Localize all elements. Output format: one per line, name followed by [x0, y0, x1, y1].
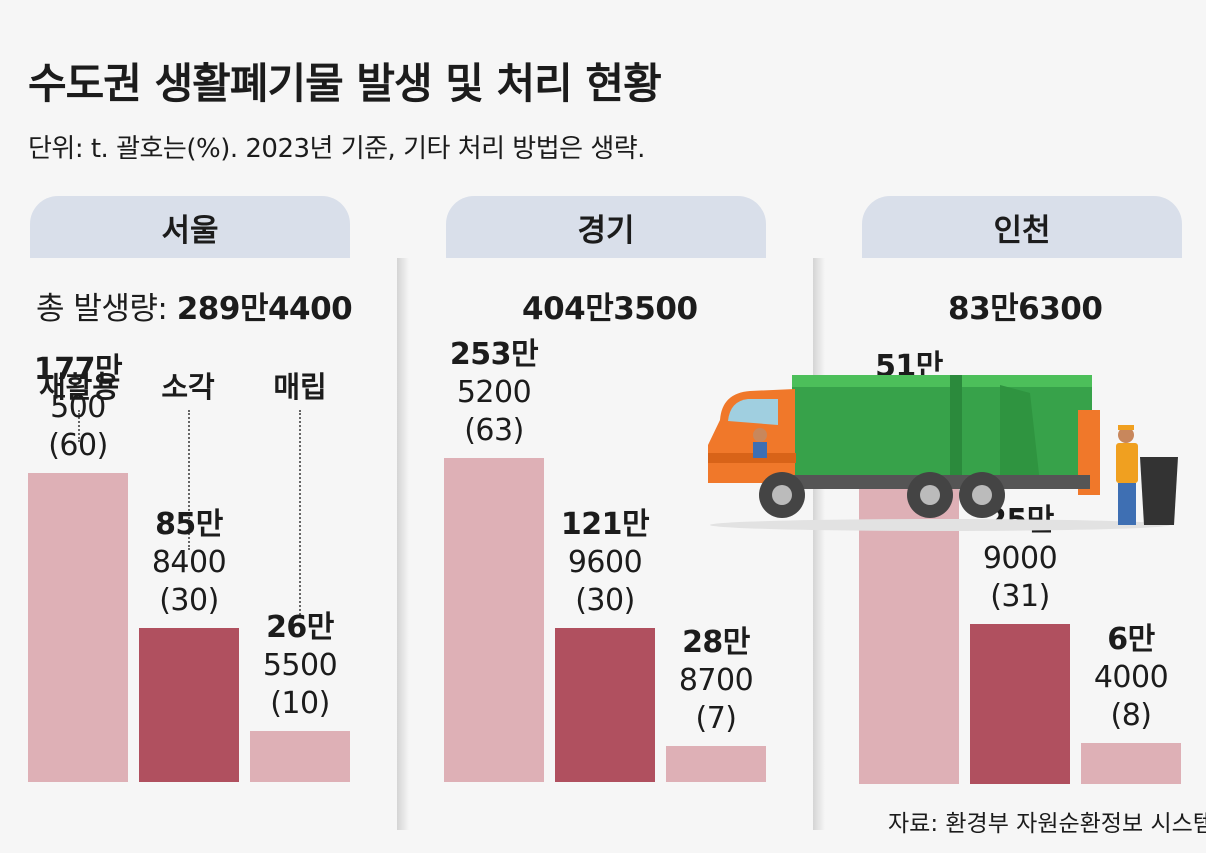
value-percent: (8): [1110, 697, 1153, 733]
bar-value-label: 253만 5200 (63): [434, 336, 554, 450]
value-line-2: 500: [50, 390, 106, 425]
category-leader-line: [78, 410, 80, 442]
bar-recycle: [28, 473, 128, 782]
category-leader-line: [299, 410, 301, 615]
value-line-1: 177만: [33, 352, 123, 387]
total-value: 404만3500: [522, 291, 698, 327]
region-header-seoul: 서울: [30, 196, 350, 258]
value-percent: (10): [270, 685, 330, 721]
value-line-1: 26만: [266, 609, 334, 645]
bar-incinerate: [139, 627, 239, 782]
value-line-1: 121만: [560, 506, 650, 542]
value-percent: (30): [159, 582, 219, 618]
bar-landfill: [1081, 742, 1181, 784]
garbage-truck-icon: [708, 375, 1178, 531]
value-line-2: 9600: [567, 544, 643, 580]
column-divider: [397, 258, 409, 830]
bar-value-label: 121만 9600 (30): [545, 506, 665, 620]
category-label-incinerate: 소각: [161, 370, 215, 404]
bar-incinerate: [970, 624, 1070, 784]
total-gyeonggi: 404만3500: [522, 283, 698, 328]
total-prefix: 총 발생량:: [36, 291, 177, 327]
total-seoul: 총 발생량: 289만4400: [36, 283, 353, 328]
value-percent: (63): [464, 412, 524, 448]
value-line-1: 253만: [449, 336, 539, 372]
value-percent: (31): [990, 579, 1050, 615]
value-line-2: 9000: [982, 541, 1058, 577]
bar-landfill: [250, 730, 350, 782]
value-line-2: 8400: [151, 544, 227, 580]
value-percent: (7): [695, 700, 738, 736]
value-percent: (30): [575, 582, 635, 618]
chart-title: 수도권 생활폐기물 발생 및 처리 현황: [28, 59, 662, 108]
source-note: 자료: 환경부 자원순환정보 시스템: [888, 811, 1206, 837]
bar-value-label: 85만 8400 (30): [129, 506, 249, 620]
value-line-2: 5500: [262, 647, 338, 683]
total-incheon: 83만6300: [948, 283, 1103, 328]
bar-landfill: [666, 745, 766, 782]
value-percent: (60): [48, 428, 108, 463]
chart-subtitle: 단위: t. 괄호는(%). 2023년 기준, 기타 처리 방법은 생략.: [28, 134, 645, 164]
category-leader-line: [188, 410, 190, 550]
value-line-1: 28만: [682, 624, 750, 660]
value-line-1: 85만: [155, 506, 223, 542]
bar-value-label: 6만 4000 (8): [1071, 621, 1191, 735]
column-divider: [813, 258, 825, 830]
value-line-2: 8700: [678, 662, 754, 698]
category-label-landfill: 매립: [273, 370, 327, 404]
total-value: 83만6300: [948, 291, 1103, 327]
sanitation-worker-icon: [1116, 425, 1138, 525]
region-header-gyeonggi: 경기: [446, 196, 766, 258]
bar-incinerate: [555, 627, 655, 782]
total-value: 289만4400: [176, 291, 353, 327]
value-line-2: 5200: [456, 374, 532, 410]
value-line-1: 6만: [1107, 621, 1155, 657]
region-header-incheon: 인천: [862, 196, 1182, 258]
bar-value-label: 28만 8700 (7): [656, 624, 776, 738]
value-line-2: 4000: [1093, 659, 1169, 695]
bar-value-label: 177만 500 (60): [18, 351, 138, 465]
bar-value-label: 26만 5500 (10): [240, 609, 360, 723]
bar-recycle: [444, 457, 544, 782]
category-label-recycle: 재활용: [38, 370, 120, 404]
